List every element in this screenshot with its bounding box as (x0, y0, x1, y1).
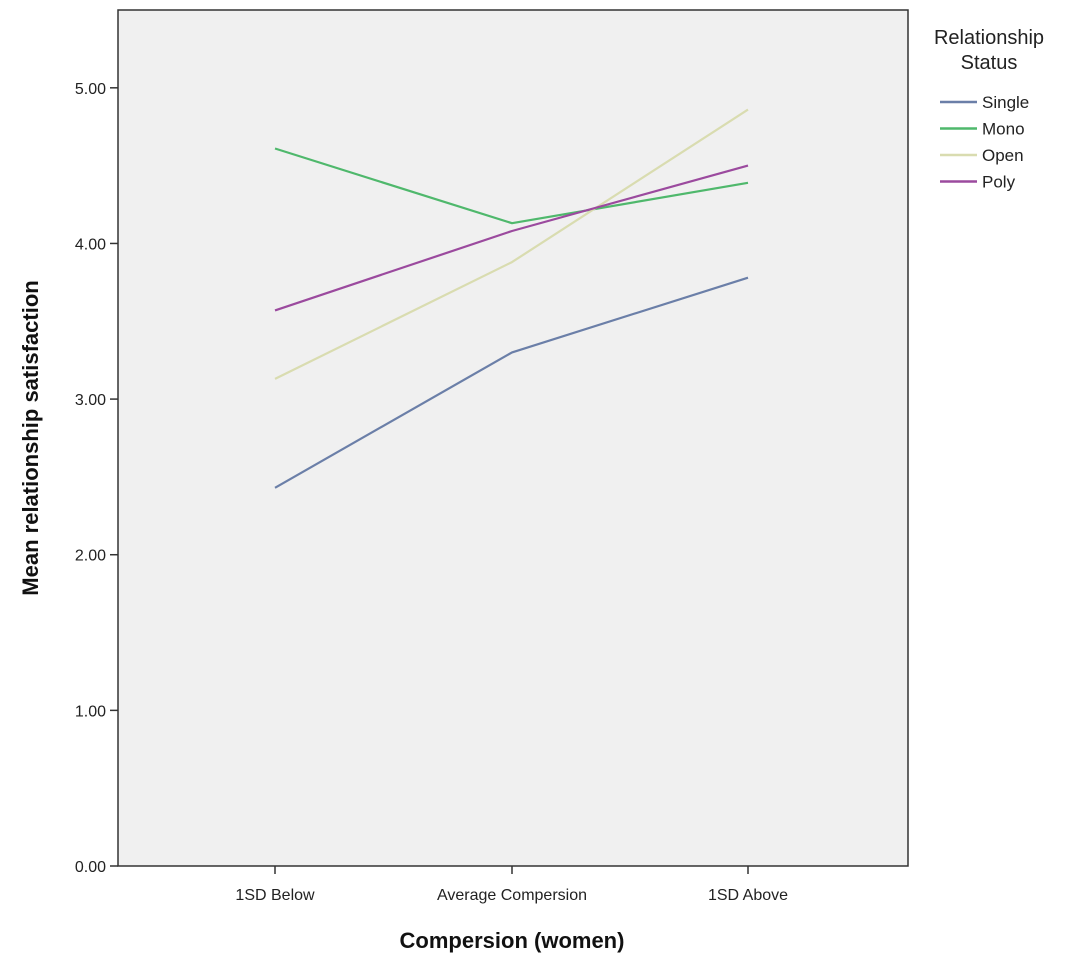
x-tick-label: 1SD Below (235, 887, 315, 904)
y-tick-label: 0.00 (75, 859, 106, 876)
x-axis: 1SD Below Average Compersion 1SD Above (235, 866, 788, 904)
series-line-open (274, 108, 749, 380)
series-line-single (274, 276, 749, 489)
series-lines (274, 108, 749, 489)
y-axis: 0.00 1.00 2.00 3.00 4.00 5.00 (75, 81, 118, 876)
y-tick-label: 2.00 (75, 548, 106, 565)
legend-title-line-1: Relationship (934, 27, 1044, 49)
y-tick-label: 1.00 (75, 703, 106, 720)
y-tick-label: 3.00 (75, 392, 106, 409)
legend-label-mono: Mono (982, 120, 1025, 139)
x-tick-label: 1SD Above (708, 887, 788, 904)
legend-items: Single Mono Open Poly (940, 93, 1029, 192)
legend-label-open: Open (982, 146, 1024, 165)
series-line-mono (274, 147, 749, 225)
legend-label-poly: Poly (982, 173, 1016, 192)
y-tick-label: 5.00 (75, 81, 106, 98)
x-tick-label: Average Compersion (437, 887, 587, 904)
x-axis-title: Compersion (women) (400, 928, 625, 953)
y-axis-title: Mean relationship satisfaction (18, 280, 43, 595)
y-tick-label: 4.00 (75, 236, 106, 253)
legend-title-line-2: Status (961, 52, 1018, 74)
plot-area (117, 9, 909, 867)
legend-label-single: Single (982, 93, 1029, 112)
legend: Relationship Status Single Mono Open Poly (934, 27, 1044, 192)
series-line-poly (274, 164, 749, 312)
